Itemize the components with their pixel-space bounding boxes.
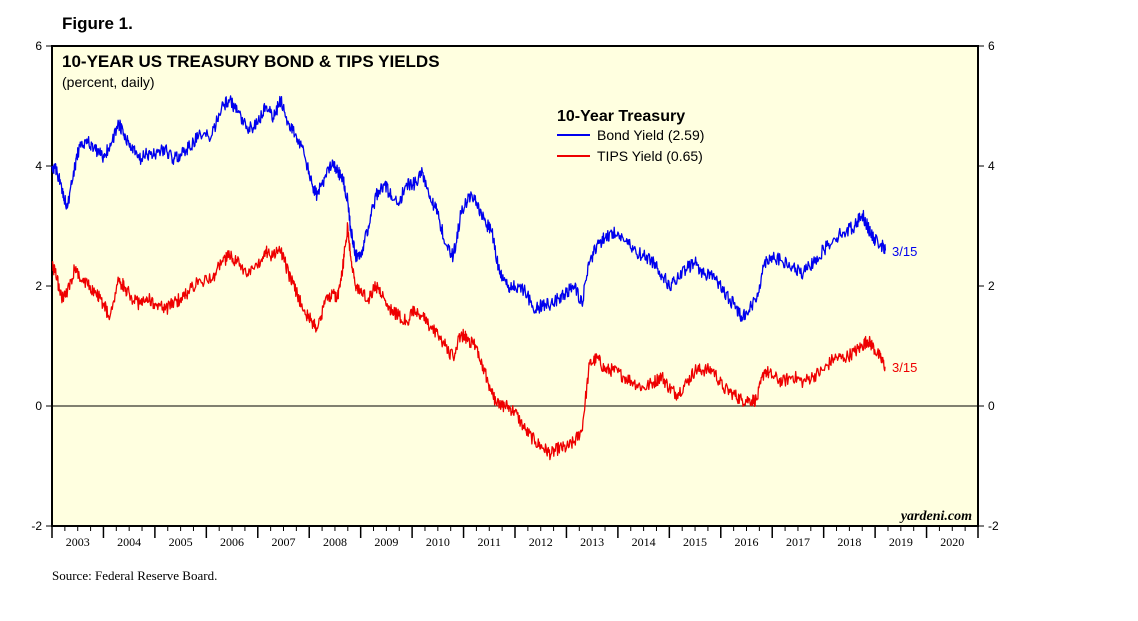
ytick-label-left: 6	[35, 39, 42, 53]
legend: 10-Year Treasury Bond Yield (2.59) TIPS …	[557, 108, 704, 164]
ytick-label-right: 0	[988, 399, 995, 413]
legend-entry-tips: TIPS Yield (0.65)	[597, 148, 703, 164]
xtick-label: 2011	[477, 535, 501, 549]
figure-label: Figure 1.	[62, 14, 133, 33]
series-layer	[51, 95, 887, 461]
chart-subtitle: (percent, daily)	[62, 74, 155, 90]
xtick-label: 2003	[66, 535, 90, 549]
xtick-label: 2016	[735, 535, 759, 549]
xtick-label: 2013	[580, 535, 604, 549]
xtick-label: 2009	[374, 535, 398, 549]
xtick-label: 2012	[529, 535, 553, 549]
chart-title: 10-YEAR US TREASURY BOND & TIPS YIELDS	[62, 52, 440, 71]
watermark: yardeni.com	[899, 509, 972, 524]
series-line-bond	[51, 95, 887, 322]
ytick-label-left: -2	[31, 519, 42, 533]
series-line-tips	[51, 222, 886, 461]
xtick-label: 2020	[940, 535, 964, 549]
xtick-label: 2015	[683, 535, 707, 549]
legend-entry-bond: Bond Yield (2.59)	[597, 127, 704, 143]
bond-end-label: 3/15	[892, 244, 917, 259]
ytick-label-right: 6	[988, 39, 995, 53]
xtick-label: 2019	[889, 535, 913, 549]
xtick-label: 2008	[323, 535, 347, 549]
ytick-label-left: 2	[35, 279, 42, 293]
ytick-label-left: 4	[35, 159, 42, 173]
xtick-label: 2017	[786, 535, 810, 549]
legend-title: 10-Year Treasury	[557, 108, 685, 125]
xtick-label: 2014	[632, 535, 656, 549]
ytick-label-right: 4	[988, 159, 995, 173]
xtick-label: 2004	[117, 535, 141, 549]
source-note: Source: Federal Reserve Board.	[52, 568, 218, 583]
xtick-label: 2005	[169, 535, 193, 549]
ytick-label-left: 0	[35, 399, 42, 413]
xtick-label: 2006	[220, 535, 244, 549]
tips-end-label: 3/15	[892, 360, 917, 375]
axis-ticks: -2 -2 0 0 2 2 4 4 6 6 2003 2004 2005 2006 2007 2008 2009…	[31, 39, 999, 549]
xtick-label: 2007	[272, 535, 296, 549]
ytick-label-right: 2	[988, 279, 995, 293]
xtick-label: 2018	[837, 535, 861, 549]
xtick-label: 2010	[426, 535, 450, 549]
ytick-label-right: -2	[988, 519, 999, 533]
